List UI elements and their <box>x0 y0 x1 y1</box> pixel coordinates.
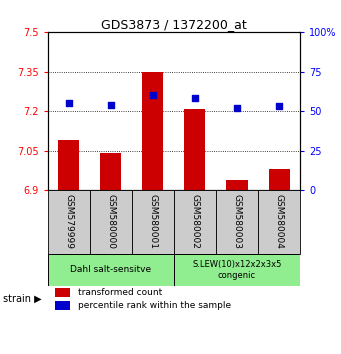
Bar <box>184 109 205 190</box>
Bar <box>216 190 258 254</box>
Point <box>234 105 240 111</box>
Bar <box>132 190 174 254</box>
Bar <box>174 190 216 254</box>
Text: GSM580004: GSM580004 <box>275 194 284 249</box>
Bar <box>48 190 90 254</box>
Text: GSM580000: GSM580000 <box>106 194 115 249</box>
Bar <box>268 169 290 190</box>
Point <box>108 102 114 108</box>
Text: Dahl salt-sensitve: Dahl salt-sensitve <box>70 265 151 274</box>
Bar <box>142 72 163 190</box>
Text: transformed count: transformed count <box>78 289 162 297</box>
Bar <box>48 254 174 286</box>
Text: S.LEW(10)x12x2x3x5
congenic: S.LEW(10)x12x2x3x5 congenic <box>192 260 282 280</box>
Text: percentile rank within the sample: percentile rank within the sample <box>78 301 231 310</box>
Point <box>66 101 72 106</box>
Point <box>276 104 282 109</box>
Text: GSM580003: GSM580003 <box>233 194 241 249</box>
Bar <box>90 190 132 254</box>
Bar <box>55 301 71 310</box>
Text: GSM580002: GSM580002 <box>190 194 199 249</box>
Bar <box>58 140 79 190</box>
Text: strain ▶: strain ▶ <box>3 294 42 304</box>
Bar <box>100 153 121 190</box>
Text: GSM579999: GSM579999 <box>64 194 73 249</box>
Point <box>192 96 198 101</box>
Bar <box>55 288 71 297</box>
Text: GSM580001: GSM580001 <box>148 194 158 249</box>
Bar <box>174 254 300 286</box>
Title: GDS3873 / 1372200_at: GDS3873 / 1372200_at <box>101 18 247 31</box>
Bar <box>258 190 300 254</box>
Point <box>150 92 155 98</box>
Bar <box>226 180 248 190</box>
